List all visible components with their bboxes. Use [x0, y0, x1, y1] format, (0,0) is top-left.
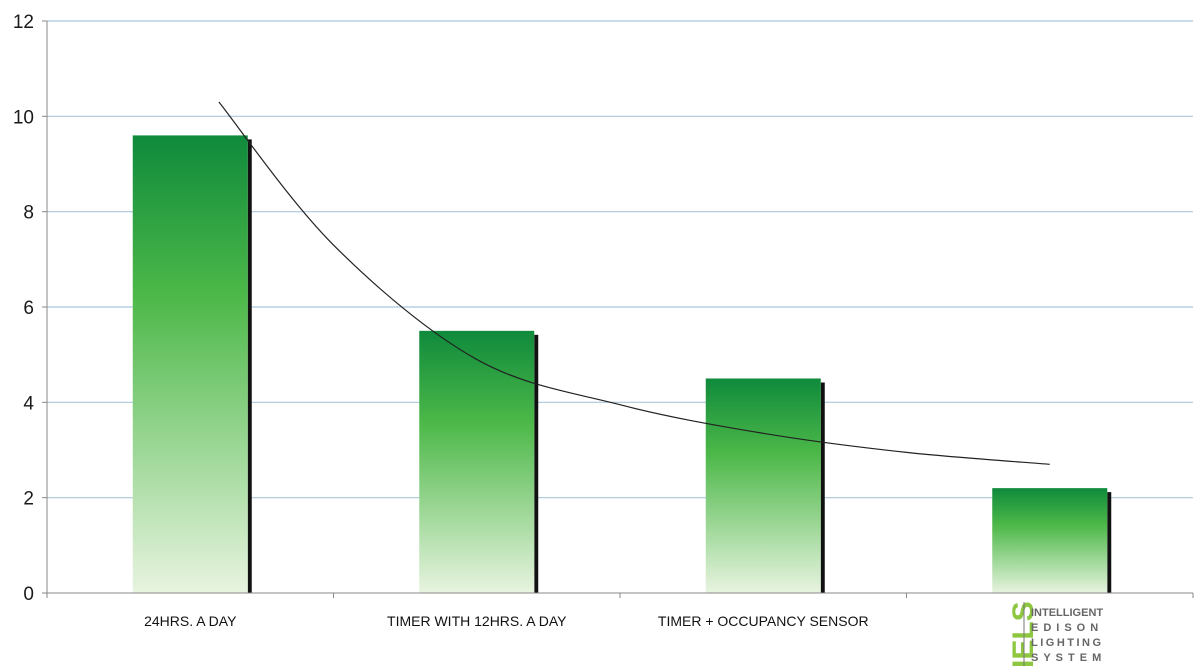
logo-line-4: SYSTEM — [1031, 652, 1106, 664]
x-category-label: 24HRS. A DAY — [144, 613, 237, 629]
x-category-label: TIMER WITH 12HRS. A DAY — [387, 613, 567, 629]
y-tick-label: 2 — [23, 489, 34, 510]
bar-shadow — [1107, 492, 1112, 593]
y-tick-label: 12 — [13, 12, 34, 33]
bar-shadow — [247, 139, 252, 593]
y-tick-label: 10 — [13, 107, 34, 128]
logo-line-3: LIGHTING — [1031, 637, 1104, 649]
bars — [132, 135, 1112, 593]
axes — [42, 20, 1194, 598]
y-tick-label: 8 — [23, 203, 34, 224]
logo-line-1: INTELLIGENT — [1031, 607, 1103, 619]
logo: IELS INTELLIGENT EDISON LIGHTING SYSTEM — [1007, 601, 1106, 668]
trend-line — [218, 101, 1050, 465]
y-tick-label: 0 — [23, 584, 34, 605]
bar-shadow — [820, 382, 825, 593]
bar — [992, 488, 1108, 593]
logo-line-2: EDISON — [1031, 622, 1103, 634]
bar — [419, 330, 535, 593]
x-axis-labels: 24HRS. A DAY TIMER WITH 12HRS. A DAY TIMER… — [144, 613, 869, 629]
y-tick-label: 4 — [23, 393, 34, 414]
y-tick-label: 6 — [23, 298, 34, 319]
bar — [705, 378, 821, 593]
x-category-label: TIMER + OCCUPANCY SENSOR — [658, 613, 869, 629]
y-axis-labels: 0 2 4 6 8 10 12 — [13, 12, 35, 605]
bar-shadow — [534, 334, 539, 593]
bar — [132, 135, 248, 593]
